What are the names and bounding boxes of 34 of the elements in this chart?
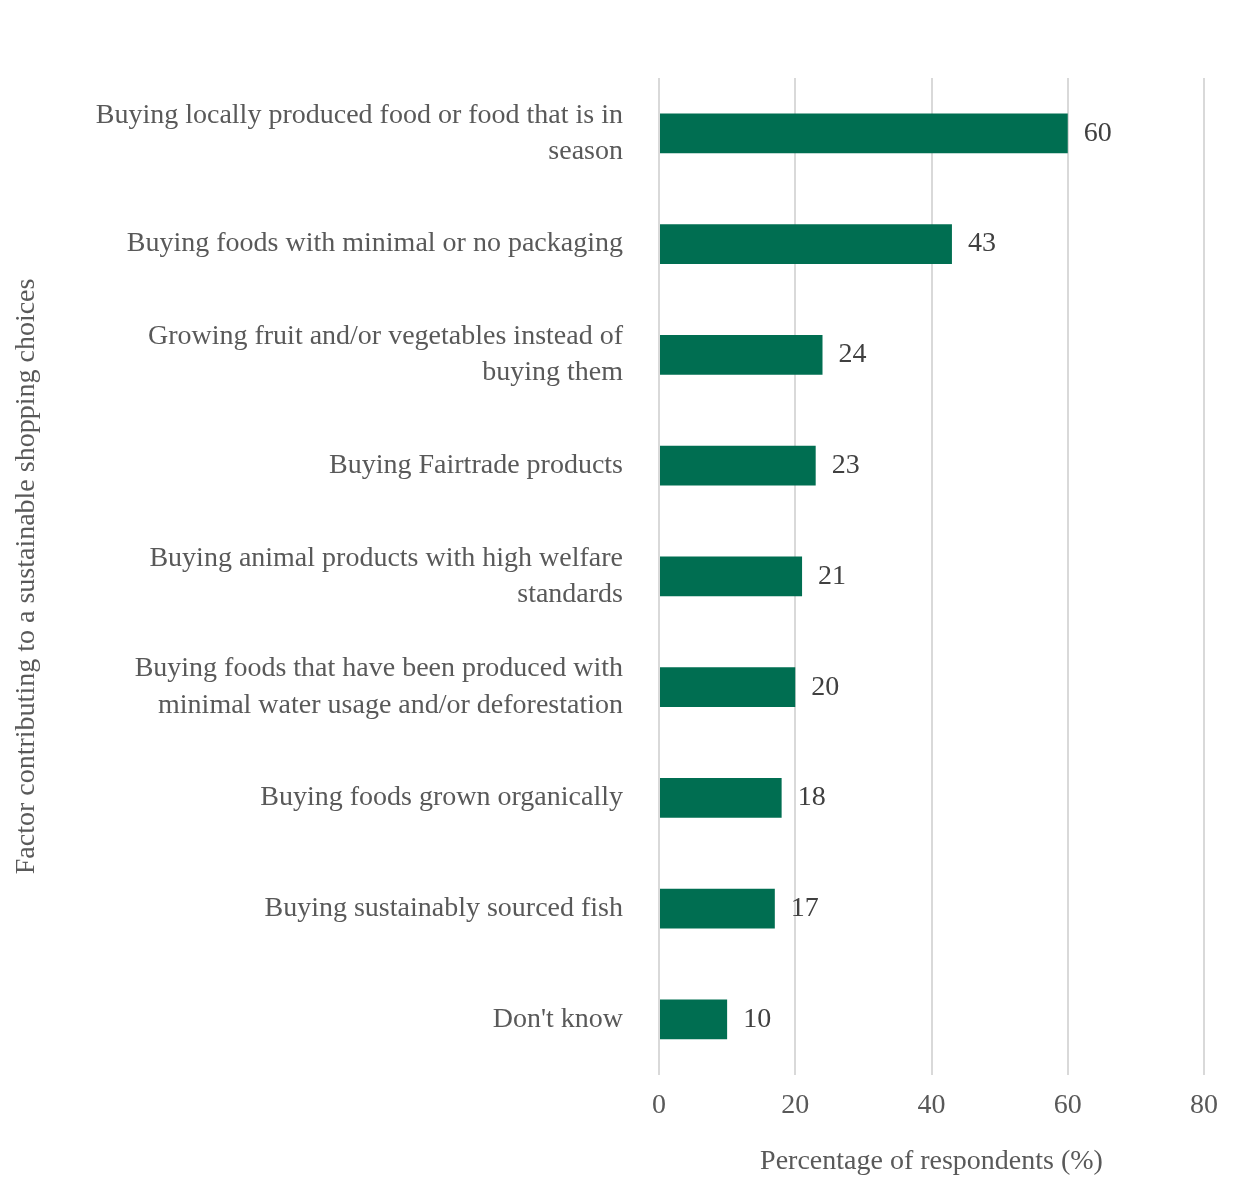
bar — [660, 777, 782, 818]
data-label: 17 — [790, 891, 819, 923]
data-label: 60 — [1083, 115, 1112, 147]
bar — [660, 445, 816, 486]
data-label: 23 — [831, 448, 860, 479]
y-tick-label: Buying animal products with high welfare standards — [149, 540, 623, 608]
y-tick-label: Growing fruit and/or vegetables instead of buying them — [147, 319, 624, 387]
x-tick-label: 0 — [652, 1087, 666, 1119]
bar — [660, 556, 803, 597]
bar — [660, 224, 952, 265]
bar — [660, 888, 775, 929]
y-axis-title: Factor contributing to a sustainable shopping choices — [9, 278, 41, 875]
x-tick-label: 40 — [917, 1087, 946, 1119]
data-label: 10 — [743, 1001, 772, 1033]
y-tick-label: Buying foods grown organically — [260, 780, 623, 812]
data-label: 43 — [967, 226, 996, 258]
y-tick-label: Buying sustainably sourced fish — [264, 891, 623, 923]
x-tick-label: 80 — [1190, 1087, 1218, 1119]
x-tick-label: 60 — [1053, 1087, 1082, 1119]
data-label: 18 — [797, 780, 826, 812]
data-label: 24 — [838, 337, 867, 369]
y-tick-label: Don't know — [492, 1001, 624, 1033]
bar — [660, 113, 1068, 154]
bar — [660, 334, 823, 375]
x-tick-label: 20 — [781, 1087, 810, 1119]
bar — [660, 667, 796, 708]
y-tick-label: Buying locally produced food or food that is in season — [95, 97, 623, 165]
data-label: 20 — [811, 669, 840, 701]
y-tick-label: Buying foods that have been produced with minimal water usage and/or deforestation — [134, 651, 623, 719]
y-tick-label: Buying foods with minimal or no packaging — [126, 226, 623, 258]
data-label: 21 — [818, 558, 847, 590]
x-axis-title: Percentage of respondents (%) — [760, 1143, 1103, 1175]
bar — [660, 999, 728, 1040]
y-tick-label: Buying Fairtrade products — [329, 448, 623, 479]
